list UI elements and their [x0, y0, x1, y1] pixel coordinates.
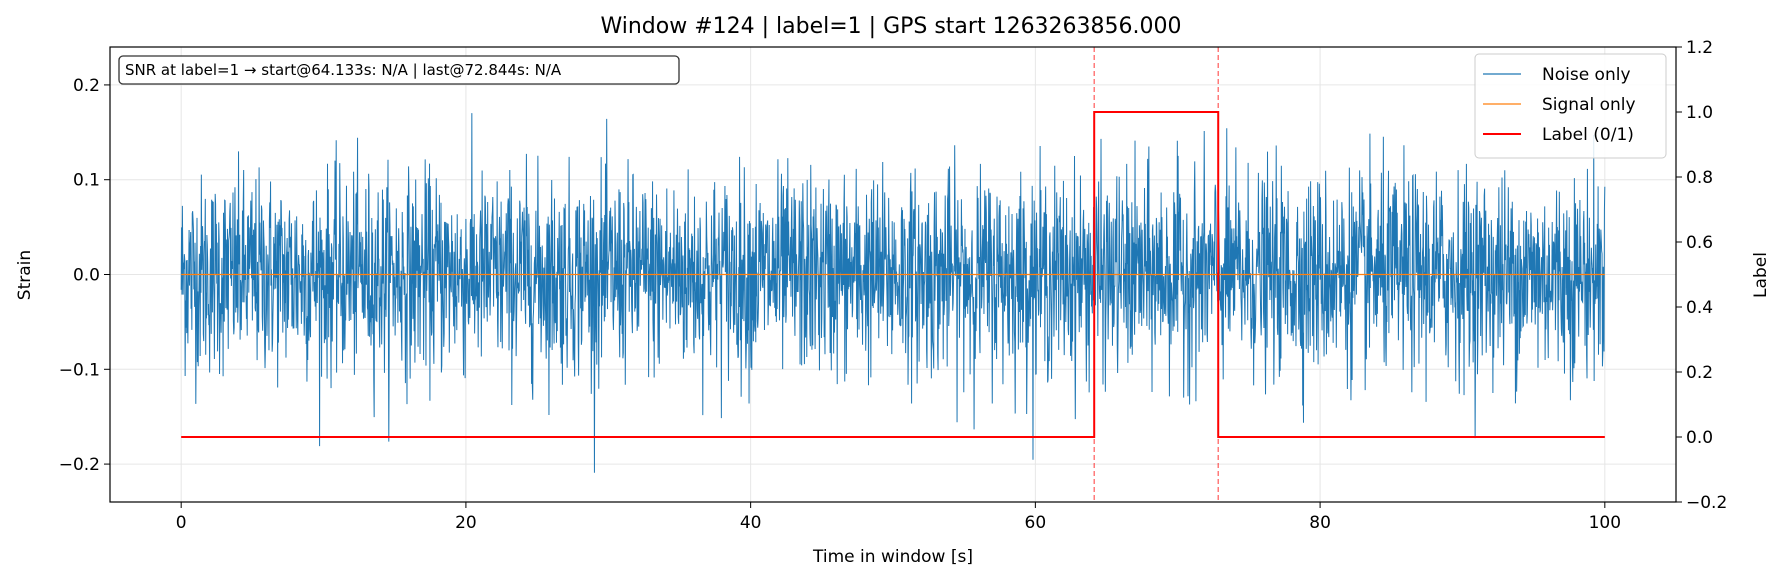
y2-tick-label: 1.2 [1686, 38, 1713, 58]
y-tick-label: 0.0 [73, 266, 100, 286]
y-tick-label: 0.1 [73, 171, 100, 191]
label-line [181, 111, 1605, 438]
legend-label: Noise only [1542, 65, 1631, 85]
y2-tick-label: 0.6 [1686, 233, 1713, 253]
y2-tick-label: 1.0 [1686, 103, 1713, 123]
noise-only-line [180, 113, 1606, 473]
legend-label: Label (0/1) [1542, 125, 1634, 145]
x-axis-label: Time in window [s] [812, 547, 973, 567]
x-tick-label: 100 [1589, 513, 1621, 533]
y-tick-label: −0.2 [59, 455, 100, 475]
y2-axis-label: Label [1751, 252, 1771, 298]
x-tick-label: 80 [1309, 513, 1331, 533]
y-tick-label: −0.1 [59, 360, 100, 380]
y2-tick-label: −0.2 [1686, 493, 1727, 513]
x-tick-label: 20 [455, 513, 477, 533]
y-axis-label: Strain [15, 250, 35, 300]
y2-tick-label: 0.2 [1686, 363, 1713, 383]
y2-axis-ticks: 1.2 1.0 0.8 0.6 0.4 0.2 0.0 −0.2 [1676, 38, 1727, 513]
y2-tick-label: 0.0 [1686, 428, 1713, 448]
y-axis-ticks: 0.2 0.1 0.0 −0.1 −0.2 [59, 76, 110, 475]
x-tick-label: 60 [1025, 513, 1047, 533]
y2-tick-label: 0.4 [1686, 298, 1713, 318]
y2-tick-label: 0.8 [1686, 168, 1713, 188]
legend: Noise only Signal only Label (0/1) [1474, 53, 1667, 159]
x-tick-label: 0 [176, 513, 187, 533]
legend-label: Signal only [1542, 95, 1636, 115]
x-axis-ticks: 0 20 40 60 80 100 [176, 502, 1621, 533]
series-label [181, 111, 1605, 438]
series-noise-only [180, 113, 1606, 473]
annotation-text: SNR at label=1 → start@64.133s: N/A | la… [125, 61, 562, 79]
x-tick-label: 40 [740, 513, 762, 533]
y-tick-label: 0.2 [73, 76, 100, 96]
chart-title: Window #124 | label=1 | GPS start 126326… [600, 14, 1181, 39]
annotation-box: SNR at label=1 → start@64.133s: N/A | la… [118, 55, 680, 85]
